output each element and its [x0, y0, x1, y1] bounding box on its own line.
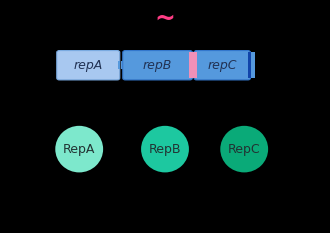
- Ellipse shape: [220, 126, 268, 172]
- Text: repC: repC: [208, 59, 237, 72]
- Text: RepB: RepB: [149, 143, 181, 156]
- Text: RepC: RepC: [228, 143, 260, 156]
- Bar: [118, 61, 120, 69]
- Bar: [251, 52, 255, 78]
- FancyBboxPatch shape: [194, 51, 250, 80]
- Bar: [248, 52, 251, 78]
- Text: RepA: RepA: [63, 143, 95, 156]
- FancyBboxPatch shape: [57, 51, 120, 80]
- Text: repB: repB: [143, 59, 172, 72]
- Text: ~: ~: [154, 7, 176, 31]
- Ellipse shape: [55, 126, 103, 172]
- FancyBboxPatch shape: [123, 51, 192, 80]
- Text: repA: repA: [74, 59, 103, 72]
- Bar: [189, 52, 197, 78]
- Bar: [121, 61, 123, 69]
- Ellipse shape: [141, 126, 189, 172]
